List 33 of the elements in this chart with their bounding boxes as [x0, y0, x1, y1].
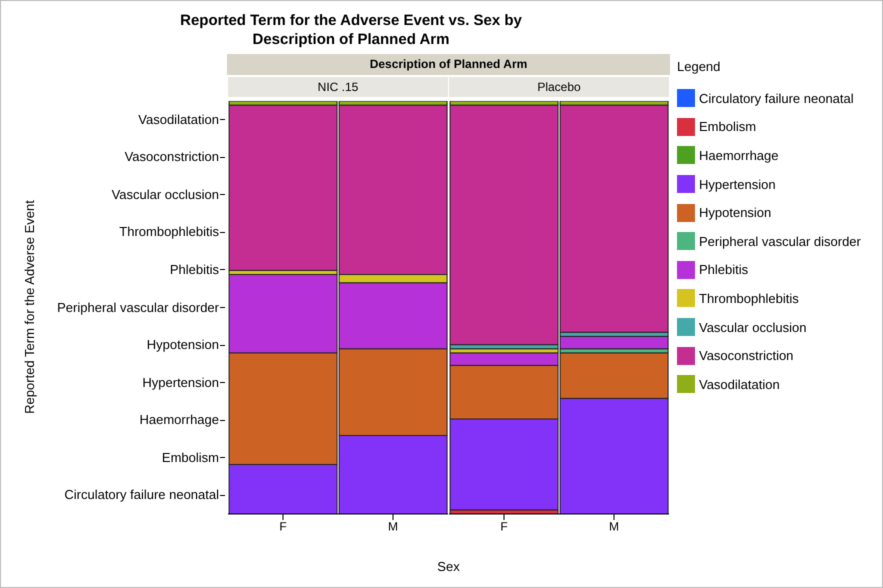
x-tick-label: F [279, 520, 287, 534]
legend-label: Vasodilatation [699, 376, 780, 392]
legend-label: Circulatory failure neonatal [699, 90, 854, 106]
legend-label: Haemorrhage [699, 148, 778, 163]
text: Thrombophlebitis [119, 223, 219, 242]
text: Phlebitis [170, 260, 219, 279]
legend-label: Phlebitis [699, 262, 748, 278]
legend-label: Hypotension [699, 205, 772, 220]
x-axis-title: Sex [436, 559, 461, 574]
text: Peripheral vascular disorder [57, 298, 219, 316]
legend-title: Legend [677, 59, 722, 74]
legend-label: Hypertension [699, 176, 776, 192]
legend-label: Peripheral vascular disorder [699, 234, 861, 249]
text: Hypertension [142, 374, 219, 392]
text: Hypotension [146, 336, 219, 354]
text: Embolism [162, 448, 219, 467]
chart-subtitle: NIC .15 [228, 77, 448, 97]
text: Circulatory failure neonatal [64, 486, 219, 504]
text: Vasodilatation [138, 110, 219, 129]
x-tick-label: M [609, 520, 619, 534]
chart-subtitle: Placebo [449, 77, 669, 97]
x-tick-label: F [500, 520, 508, 534]
text: Description of Planned Arm [227, 54, 670, 75]
legend-label: Embolism [699, 119, 756, 134]
x-tick-label: M [388, 520, 398, 534]
text: Vasoconstriction [124, 148, 219, 166]
text: Vascular occlusion [112, 186, 219, 204]
legend-label: Vascular occlusion [699, 320, 806, 335]
text: Haemorrhage [140, 411, 219, 430]
y-axis-title: Reported Term for the Adverse Event [22, 199, 38, 416]
legend-label: Thrombophlebitis [699, 290, 799, 306]
text: Vasoconstriction [699, 348, 794, 364]
chart-title: Reported Term for the Adverse Event vs. Sex by Description of Planned Arm [179, 11, 523, 49]
